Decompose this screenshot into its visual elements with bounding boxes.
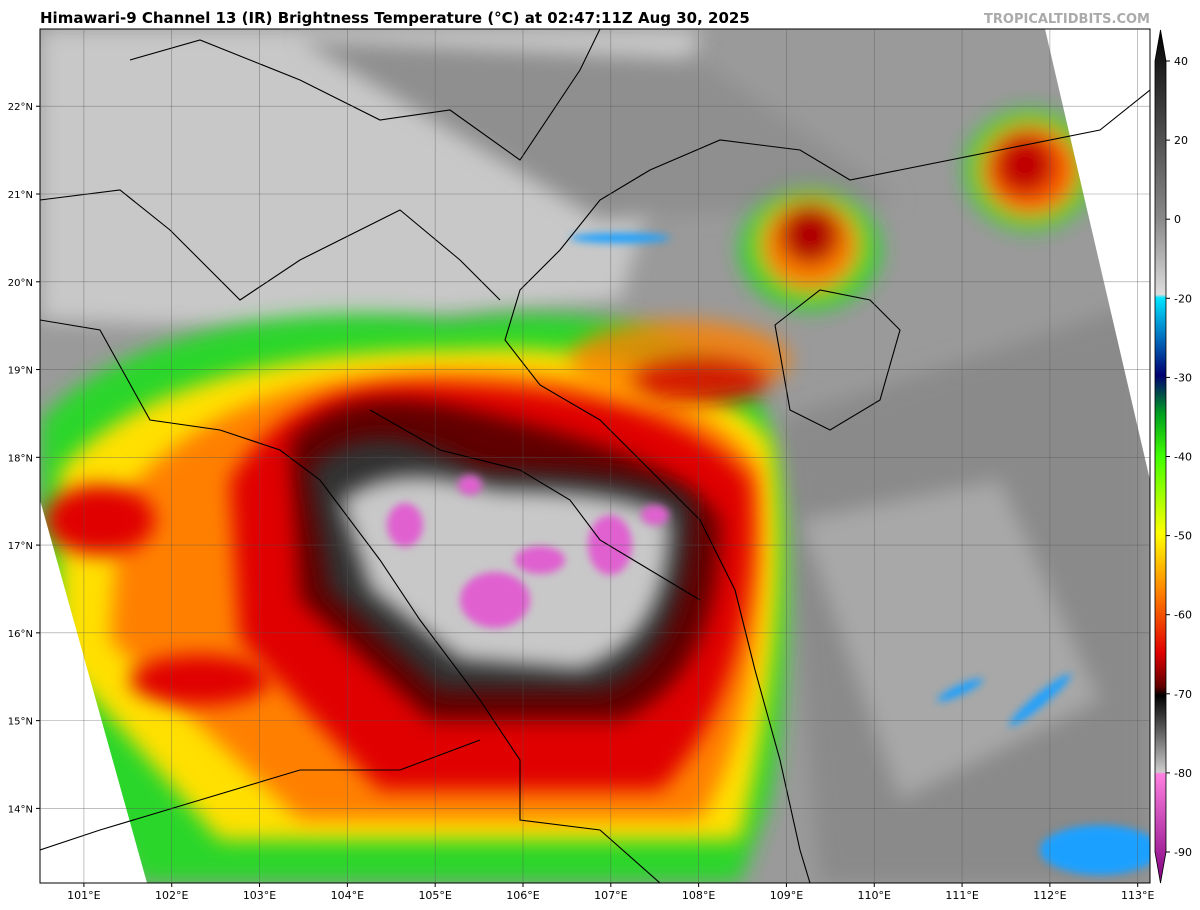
colorbar-label: -20 <box>1174 292 1192 305</box>
colorbar-label: 20 <box>1174 134 1188 147</box>
y-tick-label: 22°N <box>8 102 33 113</box>
colorbar-label: -70 <box>1174 688 1192 701</box>
colorbar-label: -50 <box>1174 530 1192 543</box>
y-tick-label: 17°N <box>8 541 33 552</box>
x-tick-label: 102°E <box>155 889 188 902</box>
colorbar-label: 40 <box>1174 55 1188 68</box>
x-tick-label: 111°E <box>945 889 978 902</box>
colorbar-label: -30 <box>1174 371 1192 384</box>
colorbar-label: -90 <box>1174 846 1192 859</box>
y-tick-label: 14°N <box>8 804 33 815</box>
y-tick-label: 15°N <box>8 717 33 728</box>
x-tick-label: 112°E <box>1033 889 1066 902</box>
x-tick-label: 110°E <box>858 889 891 902</box>
colorbar-label: -80 <box>1174 767 1192 780</box>
watermark: TROPICALTIDBITS.COM <box>984 12 1150 27</box>
colorbar <box>1154 29 1167 884</box>
x-tick-label: 108°E <box>682 889 715 902</box>
x-tick-label: 101°E <box>67 889 100 902</box>
colorbar-label: -60 <box>1174 609 1192 622</box>
y-tick-label: 19°N <box>8 366 33 377</box>
axes: 101°E 102°E 103°E 104°E 105°E 106°E 107°E 108°E… <box>8 29 1192 902</box>
x-tick-label: 105°E <box>418 889 451 902</box>
colorbar-label: -40 <box>1174 451 1192 464</box>
y-tick-label: 16°N <box>8 629 33 640</box>
x-tick-label: 113°E <box>1121 889 1154 902</box>
x-tick-label: 109°E <box>770 889 803 902</box>
map-frame <box>39 28 1151 884</box>
title: Himawari-9 Channel 13 (IR) Brightness Te… <box>40 9 750 27</box>
satellite-image <box>40 29 1150 883</box>
y-tick-label: 21°N <box>8 190 33 201</box>
y-tick-label: 20°N <box>8 278 33 289</box>
x-tick-label: 103°E <box>243 889 276 902</box>
x-tick-label: 104°E <box>331 889 364 902</box>
x-tick-label: 106°E <box>506 889 539 902</box>
colorbar-label: 0 <box>1174 213 1181 226</box>
x-tick-label: 107°E <box>594 889 627 902</box>
y-tick-label: 18°N <box>8 453 33 464</box>
